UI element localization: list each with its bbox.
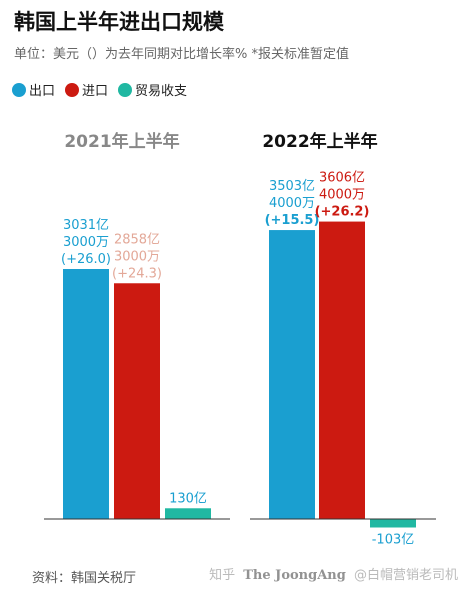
legend: 出口 进口 贸易收支 bbox=[12, 80, 197, 99]
data-label-1-0-1: 4000万 bbox=[269, 196, 315, 211]
data-label-1-2-0: -103亿 bbox=[372, 532, 415, 547]
watermark: 知乎 The JoongAng @白帽营销老司机 bbox=[209, 564, 458, 583]
legend-item-import: 进口 bbox=[65, 80, 108, 99]
data-label-1-1-2: (+26.2) bbox=[315, 205, 370, 220]
bar-0-0 bbox=[63, 269, 109, 519]
panel-title-1: 2022年上半年 bbox=[262, 131, 377, 152]
data-label-1-1-0: 3606亿 bbox=[319, 171, 365, 186]
chart-subtitle: 单位：美元（）为去年同期对比增长率% *报关标准暂定值 bbox=[14, 47, 349, 62]
legend-item-balance: 贸易收支 bbox=[118, 80, 187, 99]
data-label-0-1-2: (+24.3) bbox=[112, 266, 162, 281]
legend-label-import: 进口 bbox=[82, 84, 109, 99]
legend-swatch-import bbox=[65, 82, 80, 97]
watermark-prefix: 知乎 bbox=[209, 568, 236, 583]
legend-item-export: 出口 bbox=[12, 80, 55, 99]
watermark-brand: The JoongAng bbox=[243, 568, 346, 583]
data-label-0-0-0: 3031亿 bbox=[63, 218, 109, 233]
data-label-1-0-0: 3503亿 bbox=[269, 179, 315, 194]
chart-title: 韩国上半年进出口规模 bbox=[14, 10, 224, 34]
legend-label-export: 出口 bbox=[29, 84, 56, 99]
source-note: 资料：韩国关税厅 bbox=[32, 571, 137, 586]
bar-0-1 bbox=[114, 283, 160, 519]
legend-label-balance: 贸易收支 bbox=[135, 84, 188, 99]
data-label-1-0-2: (+15.5) bbox=[265, 213, 320, 228]
watermark-suffix: @白帽营销老司机 bbox=[353, 568, 458, 583]
data-label-0-2-0: 130亿 bbox=[169, 491, 207, 506]
panel-title-0: 2021年上半年 bbox=[64, 131, 179, 152]
data-label-0-0-2: (+26.0) bbox=[61, 252, 111, 267]
legend-swatch-export bbox=[12, 82, 26, 97]
legend-swatch-balance bbox=[118, 82, 133, 97]
bar-0-2 bbox=[165, 508, 211, 519]
bar-1-1 bbox=[319, 221, 365, 519]
data-label-0-1-0: 2858亿 bbox=[114, 232, 160, 247]
data-label-0-0-1: 3000万 bbox=[63, 235, 109, 250]
bar-1-0 bbox=[269, 230, 315, 519]
data-label-0-1-1: 3000万 bbox=[114, 249, 160, 264]
data-label-1-1-1: 4000万 bbox=[319, 188, 365, 203]
bar-1-2 bbox=[370, 519, 416, 528]
